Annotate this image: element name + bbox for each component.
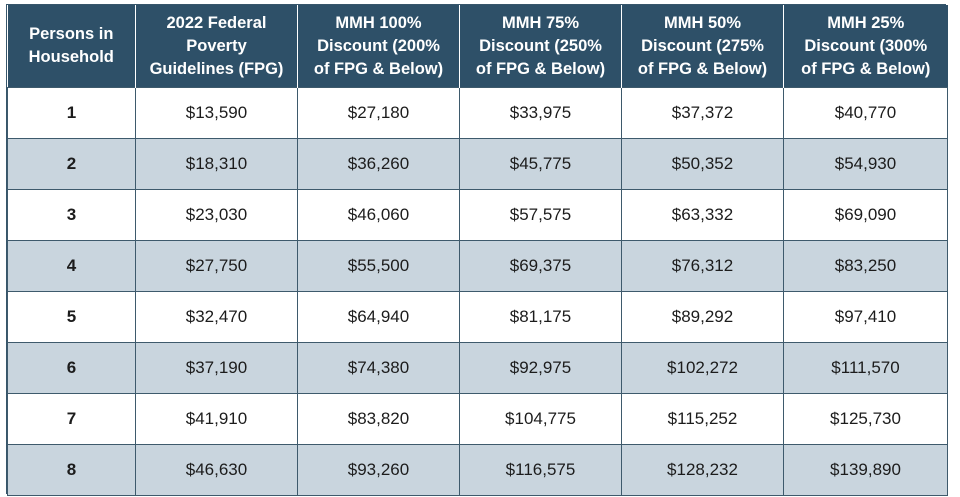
mmh-25-amount-cell: $40,770 — [783, 87, 948, 139]
mmh-25-amount-cell: $83,250 — [783, 240, 948, 292]
mmh-50-amount-cell: $63,332 — [621, 189, 784, 241]
header-line: of FPG & Below) — [313, 59, 444, 78]
mmh-25-amount-cell: $69,090 — [783, 189, 948, 241]
header-line: Guidelines (FPG) — [149, 59, 284, 78]
mmh-50-amount-cell: $115,252 — [621, 393, 784, 445]
household-size-cell: 1 — [7, 87, 136, 139]
header-line: Discount (200% — [317, 36, 440, 55]
header-line: MMH 50% — [663, 13, 741, 32]
household-size-cell: 2 — [7, 138, 136, 190]
household-size-cell: 5 — [7, 291, 136, 343]
mmh-100-amount-cell: $27,180 — [297, 87, 460, 139]
mmh-100-amount-cell: $93,260 — [297, 444, 460, 496]
mmh-75-amount-cell: $33,975 — [459, 87, 622, 139]
mmh-75-amount-cell: $57,575 — [459, 189, 622, 241]
household-size-cell: 7 — [7, 393, 136, 445]
mmh-100-discount-header: MMH 100% Discount (200% of FPG & Below) — [297, 5, 460, 88]
header-line: MMH 100% — [335, 13, 422, 32]
mmh-25-amount-cell: $97,410 — [783, 291, 948, 343]
mmh-75-amount-cell: $69,375 — [459, 240, 622, 292]
mmh-25-amount-cell: $125,730 — [783, 393, 948, 445]
header-row: Persons in Household 2022 Federal Poverty Gu… — [7, 5, 948, 88]
table-row: 1 $13,590 $27,180 $33,975 $37,372 $40,770 — [7, 87, 948, 139]
table-row: 2 $18,310 $36,260 $45,775 $50,352 $54,930 — [7, 138, 948, 190]
mmh-100-amount-cell: $46,060 — [297, 189, 460, 241]
header-line: Discount (250% — [479, 36, 602, 55]
header-line: of FPG & Below) — [637, 59, 768, 78]
discount-table: Persons in Household 2022 Federal Poverty Gu… — [7, 5, 948, 496]
table-row: 4 $27,750 $55,500 $69,375 $76,312 $83,250 — [7, 240, 948, 292]
table-body: 1 $13,590 $27,180 $33,975 $37,372 $40,770 2 $18… — [7, 87, 948, 496]
fpg-amount-cell: $27,750 — [135, 240, 298, 292]
fpg-amount-cell: $13,590 — [135, 87, 298, 139]
mmh-25-discount-header: MMH 25% Discount (300% of FPG & Below) — [783, 5, 948, 88]
mmh-25-amount-cell: $111,570 — [783, 342, 948, 394]
header-line: Discount (275% — [641, 36, 764, 55]
header-line: of FPG & Below) — [475, 59, 606, 78]
household-size-cell: 3 — [7, 189, 136, 241]
fpg-amount-cell: $46,630 — [135, 444, 298, 496]
mmh-50-discount-header: MMH 50% Discount (275% of FPG & Below) — [621, 5, 784, 88]
table-row: 6 $37,190 $74,380 $92,975 $102,272 $111,570 — [7, 342, 948, 394]
mmh-50-amount-cell: $37,372 — [621, 87, 784, 139]
persons-in-household-header: Persons in Household — [7, 5, 136, 88]
mmh-75-amount-cell: $116,575 — [459, 444, 622, 496]
mmh-50-amount-cell: $102,272 — [621, 342, 784, 394]
mmh-100-amount-cell: $55,500 — [297, 240, 460, 292]
mmh-100-amount-cell: $74,380 — [297, 342, 460, 394]
fpg-amount-cell: $18,310 — [135, 138, 298, 190]
header-line: Poverty — [186, 36, 247, 55]
table-row: 3 $23,030 $46,060 $57,575 $63,332 $69,090 — [7, 189, 948, 241]
mmh-50-amount-cell: $50,352 — [621, 138, 784, 190]
mmh-50-amount-cell: $76,312 — [621, 240, 784, 292]
mmh-75-amount-cell: $81,175 — [459, 291, 622, 343]
household-size-cell: 8 — [7, 444, 136, 496]
mmh-50-amount-cell: $89,292 — [621, 291, 784, 343]
header-line: MMH 25% — [827, 13, 905, 32]
federal-poverty-guidelines-header: 2022 Federal Poverty Guidelines (FPG) — [135, 5, 298, 88]
header-line: of FPG & Below) — [801, 59, 931, 78]
household-size-cell: 6 — [7, 342, 136, 394]
mmh-75-amount-cell: $45,775 — [459, 138, 622, 190]
header-line: Discount (300% — [804, 36, 928, 55]
fpg-amount-cell: $32,470 — [135, 291, 298, 343]
table-row: 7 $41,910 $83,820 $104,775 $115,252 $125,730 — [7, 393, 948, 445]
mmh-25-amount-cell: $54,930 — [783, 138, 948, 190]
header-line: Household — [28, 48, 114, 66]
mmh-50-amount-cell: $128,232 — [621, 444, 784, 496]
mmh-75-amount-cell: $104,775 — [459, 393, 622, 445]
mmh-100-amount-cell: $64,940 — [297, 291, 460, 343]
header-line: MMH 75% — [501, 13, 579, 32]
fpg-amount-cell: $41,910 — [135, 393, 298, 445]
discount-table-container: Persons in Household 2022 Federal Poverty Gu… — [6, 4, 948, 496]
table-row: 8 $46,630 $93,260 $116,575 $128,232 $139,890 — [7, 444, 948, 496]
fpg-amount-cell: $37,190 — [135, 342, 298, 394]
fpg-amount-cell: $23,030 — [135, 189, 298, 241]
mmh-75-amount-cell: $92,975 — [459, 342, 622, 394]
mmh-75-discount-header: MMH 75% Discount (250% of FPG & Below) — [459, 5, 622, 88]
header-line: 2022 Federal — [166, 13, 267, 32]
mmh-100-amount-cell: $36,260 — [297, 138, 460, 190]
mmh-25-amount-cell: $139,890 — [783, 444, 948, 496]
household-size-cell: 4 — [7, 240, 136, 292]
header-line: Persons in — [29, 25, 114, 43]
table-row: 5 $32,470 $64,940 $81,175 $89,292 $97,410 — [7, 291, 948, 343]
mmh-100-amount-cell: $83,820 — [297, 393, 460, 445]
